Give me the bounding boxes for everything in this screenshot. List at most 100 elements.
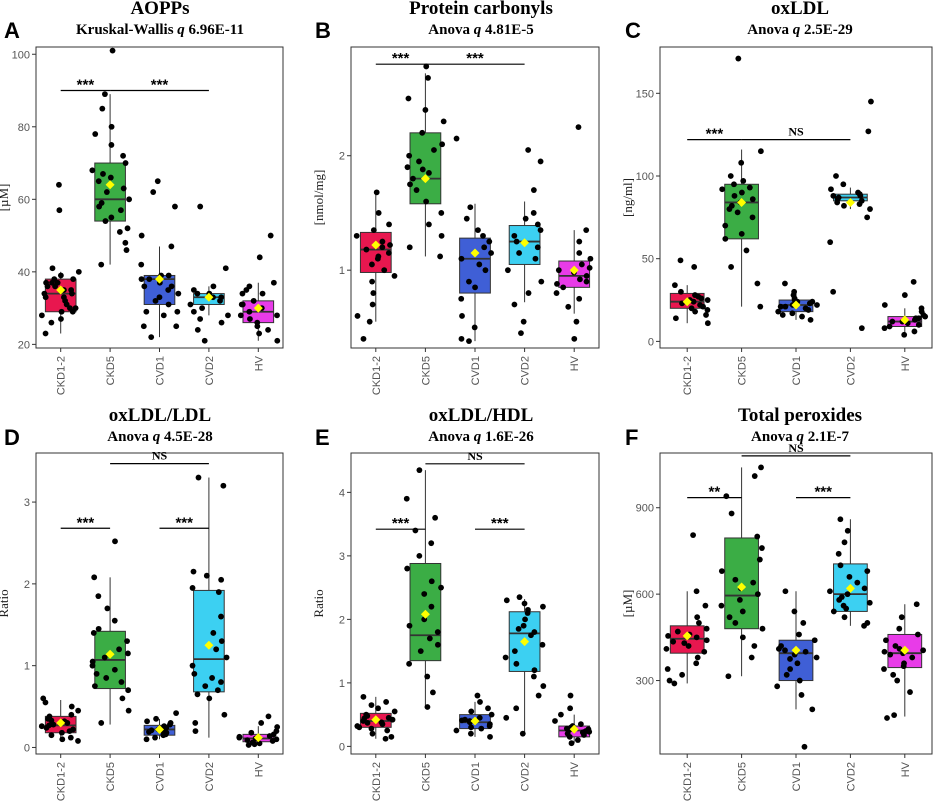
data-point bbox=[754, 533, 761, 540]
data-point bbox=[749, 196, 756, 203]
data-point bbox=[244, 737, 251, 743]
data-point bbox=[370, 227, 377, 234]
data-point bbox=[791, 608, 798, 615]
data-point bbox=[46, 722, 52, 729]
data-point bbox=[577, 721, 584, 728]
data-point bbox=[356, 724, 363, 731]
data-point bbox=[883, 637, 889, 644]
data-point bbox=[865, 128, 872, 135]
data-point bbox=[223, 654, 230, 661]
data-point bbox=[165, 272, 172, 279]
data-point bbox=[432, 514, 439, 521]
data-point bbox=[486, 723, 493, 729]
data-point bbox=[440, 118, 447, 125]
data-point bbox=[576, 250, 583, 256]
data-point bbox=[692, 308, 699, 315]
data-point bbox=[437, 253, 444, 260]
data-point bbox=[552, 718, 558, 724]
data-point bbox=[459, 313, 465, 319]
data-point bbox=[575, 124, 582, 131]
significance-label: *** bbox=[77, 514, 95, 531]
data-point bbox=[787, 656, 793, 662]
data-point bbox=[203, 572, 210, 579]
data-point bbox=[102, 91, 108, 98]
significance-label: *** bbox=[392, 515, 410, 532]
y-tick-label: 20 bbox=[18, 339, 30, 351]
x-tick-label: CVD2 bbox=[845, 762, 857, 791]
data-point bbox=[503, 597, 510, 604]
data-point bbox=[830, 192, 837, 199]
mean-marker bbox=[371, 715, 381, 725]
significance-label: *** bbox=[151, 77, 169, 94]
data-point bbox=[477, 699, 483, 705]
data-point bbox=[382, 735, 389, 742]
mean-marker bbox=[900, 315, 910, 325]
data-point bbox=[530, 210, 537, 216]
data-point bbox=[199, 305, 205, 312]
data-point bbox=[890, 671, 897, 678]
data-point bbox=[419, 166, 426, 173]
data-point bbox=[197, 316, 204, 322]
data-point bbox=[898, 614, 905, 621]
data-point bbox=[109, 47, 116, 54]
data-point bbox=[123, 247, 130, 253]
data-point bbox=[722, 222, 729, 229]
data-point bbox=[192, 728, 199, 734]
data-point bbox=[482, 267, 489, 274]
data-point bbox=[68, 290, 75, 297]
data-point bbox=[476, 714, 483, 721]
data-point bbox=[369, 261, 375, 268]
data-point bbox=[125, 650, 131, 657]
y-tick-label: 40 bbox=[18, 267, 30, 279]
data-point bbox=[787, 666, 794, 672]
data-point bbox=[66, 728, 73, 734]
data-point bbox=[197, 203, 204, 210]
data-point bbox=[525, 147, 532, 153]
data-point bbox=[218, 613, 224, 620]
data-point bbox=[922, 313, 929, 320]
data-point bbox=[126, 196, 133, 203]
data-point bbox=[811, 637, 818, 644]
y-axis-label: Ratio bbox=[311, 589, 326, 617]
data-point bbox=[758, 464, 764, 471]
data-point bbox=[125, 687, 132, 694]
data-point bbox=[430, 689, 436, 696]
y-tick-label: 0 bbox=[648, 336, 654, 348]
data-point bbox=[58, 316, 64, 322]
panel-letter: D bbox=[4, 425, 20, 450]
data-point bbox=[385, 250, 392, 256]
data-point bbox=[725, 673, 732, 680]
data-point bbox=[453, 727, 460, 734]
x-tick-label: CKD1-2 bbox=[682, 356, 694, 395]
data-point bbox=[703, 625, 710, 632]
data-point bbox=[700, 303, 706, 310]
mean-marker bbox=[420, 609, 430, 619]
data-point bbox=[830, 608, 837, 615]
data-point bbox=[247, 316, 253, 322]
panel-subtitle: Kruskal-Wallis q 6.96E-11 bbox=[76, 22, 244, 38]
data-point bbox=[520, 622, 527, 629]
panel-subtitle: Anova q 2.5E-29 bbox=[747, 22, 852, 38]
data-point bbox=[868, 98, 874, 105]
data-point bbox=[381, 267, 388, 274]
data-point bbox=[728, 264, 734, 270]
data-point bbox=[566, 733, 573, 740]
data-point bbox=[522, 215, 529, 222]
data-point bbox=[239, 290, 246, 297]
data-point bbox=[144, 718, 150, 725]
data-point bbox=[42, 330, 49, 337]
data-point bbox=[801, 743, 808, 750]
y-axis-label: [ng/ml] bbox=[620, 178, 635, 217]
data-point bbox=[759, 545, 765, 551]
x-tick-label: CKD1-2 bbox=[371, 356, 383, 395]
data-point bbox=[844, 527, 851, 534]
data-point bbox=[915, 631, 921, 638]
x-tick-label: CVD1 bbox=[791, 762, 803, 791]
data-point bbox=[89, 167, 96, 174]
data-point bbox=[731, 181, 737, 188]
data-point bbox=[813, 654, 820, 661]
mean-marker bbox=[253, 303, 263, 313]
y-axis-label: [nmol/mg] bbox=[311, 170, 326, 226]
data-point bbox=[511, 232, 518, 239]
